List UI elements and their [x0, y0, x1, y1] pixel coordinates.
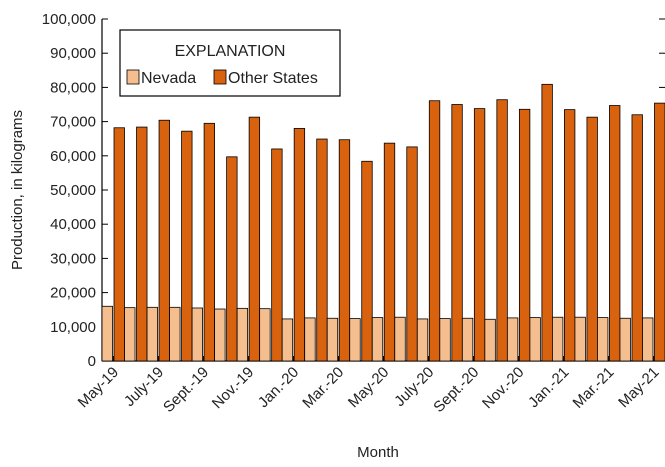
- bar-other-states: [226, 156, 238, 362]
- bar-other-states: [564, 109, 576, 362]
- bar-other-states: [361, 160, 373, 362]
- legend-box: [119, 29, 341, 97]
- bar-nevada: [439, 318, 451, 362]
- x-tick-label: May-20: [345, 364, 392, 411]
- bar-nevada: [214, 308, 226, 362]
- bar-nevada: [304, 317, 316, 362]
- bar-other-states: [181, 130, 193, 362]
- bar-nevada: [529, 317, 541, 362]
- x-tick-label: May-19: [75, 364, 122, 411]
- y-axis-title: Production, in kilograms: [9, 110, 26, 270]
- bar-other-states: [338, 139, 351, 362]
- bar-other-states: [136, 126, 148, 362]
- bar-nevada: [349, 318, 361, 362]
- legend-title: EXPLANATION: [175, 43, 286, 60]
- bar-other-states: [248, 116, 261, 362]
- y-tick-label: 0: [88, 353, 96, 370]
- y-tick-label: 100,000: [42, 11, 96, 28]
- bar-nevada: [101, 305, 113, 362]
- bar-other-states: [428, 100, 441, 362]
- x-tick-label: Nov.-19: [209, 364, 257, 412]
- bar-other-states: [518, 108, 531, 362]
- bar-nevada: [371, 317, 384, 362]
- bar-nevada: [191, 307, 203, 362]
- bar-other-states: [496, 99, 508, 362]
- bar-nevada: [326, 317, 339, 362]
- bar-nevada: [124, 307, 136, 362]
- bar-other-states: [293, 128, 306, 362]
- bar-other-states: [316, 138, 328, 362]
- bar-nevada: [169, 306, 181, 362]
- y-tick-label: 50,000: [50, 182, 96, 199]
- x-axis-title: Month: [357, 444, 399, 461]
- y-tick-label: 10,000: [50, 319, 96, 336]
- bar-other-states: [383, 142, 396, 362]
- bar-other-states: [586, 116, 598, 362]
- bar-other-states: [631, 114, 643, 362]
- bar-nevada: [394, 316, 406, 362]
- y-tick-label: 90,000: [50, 45, 96, 62]
- bar-nevada: [146, 306, 158, 362]
- bar-nevada: [642, 317, 654, 362]
- x-tick-label: Sept.-19: [160, 364, 212, 416]
- x-tick-label: Mar.-21: [570, 364, 618, 412]
- bar-nevada: [461, 317, 474, 362]
- legend-label: Nevada: [141, 70, 196, 87]
- bar-nevada: [281, 318, 294, 362]
- bar-other-states: [203, 122, 215, 362]
- x-tick-label: Jan.-20: [255, 364, 302, 411]
- bar-nevada: [506, 317, 519, 362]
- legend-swatch: [213, 69, 227, 85]
- bar-other-states: [451, 104, 463, 362]
- y-tick-label: 60,000: [50, 148, 96, 165]
- y-tick-label: 70,000: [50, 114, 96, 131]
- bar-nevada: [597, 317, 609, 362]
- bar-nevada: [619, 317, 631, 362]
- legend-label: Other States: [228, 70, 318, 87]
- y-tick-label: 20,000: [50, 285, 96, 302]
- y-tick-label: 30,000: [50, 250, 96, 267]
- y-tick-label: 80,000: [50, 79, 96, 96]
- x-tick-label: Mar.-20: [299, 364, 347, 412]
- bar-other-states: [406, 146, 418, 362]
- bar-other-states: [541, 83, 553, 362]
- bar-other-states: [473, 108, 486, 362]
- x-tick-label: May-21: [615, 364, 662, 411]
- bar-other-states: [609, 105, 621, 362]
- x-tick-label: Jan.-21: [525, 364, 572, 411]
- y-tick-label: 40,000: [50, 216, 96, 233]
- bar-other-states: [271, 148, 283, 362]
- bar-nevada: [552, 316, 564, 362]
- bar-nevada: [484, 318, 496, 362]
- x-tick-label: Nov.-20: [479, 364, 527, 412]
- bar-nevada: [416, 318, 429, 362]
- bar-nevada: [236, 307, 249, 362]
- bar-nevada: [574, 316, 586, 362]
- bar-other-states: [654, 102, 665, 362]
- bar-other-states: [158, 119, 170, 362]
- bar-other-states: [113, 127, 125, 362]
- bar-nevada: [259, 308, 271, 362]
- legend-swatch: [126, 69, 140, 85]
- x-tick-label: Sept.-20: [430, 364, 482, 416]
